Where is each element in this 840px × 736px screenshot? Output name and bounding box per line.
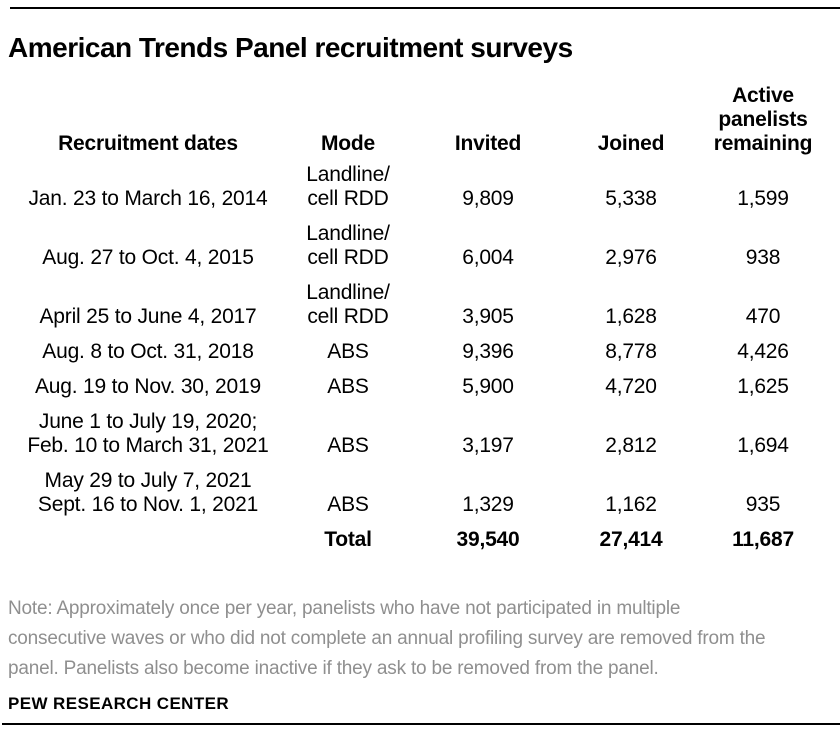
header-joined: Joined — [597, 132, 665, 155]
cell-remaining: 1,625 — [737, 375, 789, 398]
header-mode: Mode — [320, 132, 376, 155]
cell-mode: Landline/ cell RDD — [306, 281, 390, 328]
header-invited: Invited — [454, 132, 522, 155]
source-attribution: PEW RESEARCH CENTER — [8, 694, 230, 713]
cell-mode: ABS — [327, 434, 369, 457]
table-row: Aug. 8 to Oct. 31, 2018 ABS 9,396 8,778 … — [0, 335, 840, 370]
cell-remaining: 4,426 — [737, 340, 789, 363]
cell-dates: June 1 to July 19, 2020; Feb. 10 to Marc… — [27, 410, 269, 457]
cell-dates: April 25 to June 4, 2017 — [39, 305, 257, 328]
cell-total-invited: 39,540 — [456, 528, 520, 551]
cell-joined: 1,162 — [605, 493, 657, 516]
cell-invited: 9,809 — [462, 187, 514, 210]
page-title: American Trends Panel recruitment survey… — [8, 32, 573, 63]
table-row: June 1 to July 19, 2020; Feb. 10 to Marc… — [0, 405, 840, 464]
header-active-panelists-remaining: Active panelists remaining — [713, 84, 813, 155]
table-row: May 29 to July 7, 2021 Sept. 16 to Nov. … — [0, 464, 840, 523]
cell-mode: ABS — [327, 340, 369, 363]
cell-total-label: Total — [324, 528, 372, 551]
table-row: Aug. 19 to Nov. 30, 2019 ABS 5,900 4,720… — [0, 370, 840, 405]
cell-dates: Aug. 8 to Oct. 31, 2018 — [42, 340, 254, 363]
cell-dates: Aug. 27 to Oct. 4, 2015 — [42, 246, 254, 269]
cell-mode: Landline/ cell RDD — [306, 163, 390, 210]
cell-joined: 5,338 — [605, 187, 657, 210]
cell-remaining: 935 — [745, 493, 781, 516]
recruitment-table: Recruitment dates Mode Invited Joined Ac… — [0, 79, 840, 558]
table-header-row: Recruitment dates Mode Invited Joined Ac… — [0, 79, 840, 158]
cell-invited: 5,900 — [462, 375, 514, 398]
cell-invited: 3,905 — [462, 305, 514, 328]
cell-remaining: 470 — [745, 305, 781, 328]
cell-dates: May 29 to July 7, 2021 Sept. 16 to Nov. … — [37, 469, 259, 516]
cell-invited: 3,197 — [462, 434, 514, 457]
table-total-row: Total 39,540 27,414 11,687 — [0, 523, 840, 558]
cell-total-joined: 27,414 — [599, 528, 663, 551]
cell-mode: Landline/ cell RDD — [306, 222, 390, 269]
table-row: Aug. 27 to Oct. 4, 2015 Landline/ cell R… — [0, 217, 840, 276]
header-recruitment-dates: Recruitment dates — [58, 132, 238, 155]
cell-mode: ABS — [327, 493, 369, 516]
footnote: Note: Approximately once per year, panel… — [8, 598, 766, 679]
cell-joined: 2,976 — [605, 246, 657, 269]
cell-invited: 9,396 — [462, 340, 514, 363]
cell-remaining: 938 — [745, 246, 781, 269]
cell-dates: Jan. 23 to March 16, 2014 — [28, 187, 268, 210]
cell-dates-empty — [0, 523, 296, 558]
cell-joined: 8,778 — [605, 340, 657, 363]
table-row: Jan. 23 to March 16, 2014 Landline/ cell… — [0, 158, 840, 217]
cell-remaining: 1,599 — [737, 187, 789, 210]
top-divider — [10, 7, 840, 9]
cell-joined: 1,628 — [605, 305, 657, 328]
cell-invited: 6,004 — [462, 246, 514, 269]
cell-dates: Aug. 19 to Nov. 30, 2019 — [35, 375, 261, 398]
cell-remaining: 1,694 — [737, 434, 789, 457]
cell-invited: 1,329 — [462, 493, 514, 516]
cell-mode: ABS — [327, 375, 369, 398]
bottom-divider — [2, 723, 840, 725]
cell-joined: 4,720 — [605, 375, 657, 398]
table-row: April 25 to June 4, 2017 Landline/ cell … — [0, 276, 840, 335]
cell-total-remaining: 11,687 — [732, 528, 794, 551]
cell-joined: 2,812 — [605, 434, 657, 457]
